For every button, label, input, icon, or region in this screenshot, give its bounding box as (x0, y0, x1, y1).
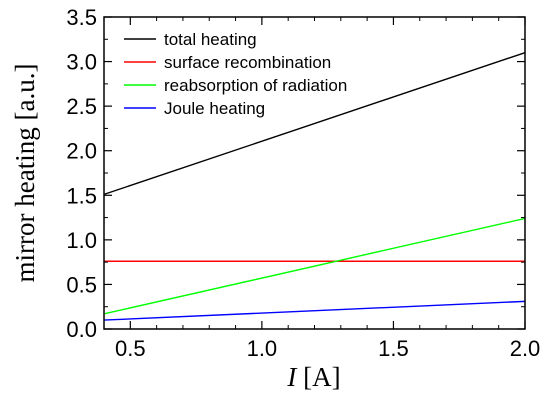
x-tick-label: 0.5 (115, 336, 146, 361)
series-layer (103, 51, 526, 321)
y-tick-label: 3.0 (66, 50, 97, 75)
y-tick-label: 3.5 (66, 5, 97, 30)
series-line-3 (103, 300, 526, 321)
x-tick-label: 1.0 (247, 336, 278, 361)
y-tick-label: 0.0 (66, 317, 97, 342)
x-tick-label: 2.0 (510, 336, 541, 361)
series-line-2 (103, 217, 526, 315)
legend-label-3: Joule heating (164, 99, 265, 118)
x-axis-title: I [A] (286, 362, 340, 392)
y-tick-label: 2.5 (66, 94, 97, 119)
y-axis-title: mirror heating [a.u.] (10, 64, 40, 283)
x-tick-label: 1.5 (378, 336, 409, 361)
y-tick-label: 1.5 (66, 183, 97, 208)
y-tick-label: 0.5 (66, 272, 97, 297)
series-line-0 (103, 51, 526, 196)
y-tick-label: 1.0 (66, 228, 97, 253)
legend-label-1: surface recombination (164, 53, 331, 72)
x-axis-unit: [A] (296, 362, 340, 392)
legend: total heating surface recombination reabso… (124, 30, 347, 118)
legend-label-0: total heating (164, 30, 257, 49)
legend-label-2: reabsorption of radiation (164, 76, 347, 95)
y-tick-label: 2.0 (66, 139, 97, 164)
x-axis-symbol: I (286, 362, 298, 392)
ticks-layer: 0.5 1.0 1.5 2.0 0.0 0.5 1.0 1.5 2.0 2.5 3.0 3.5 (66, 5, 540, 361)
